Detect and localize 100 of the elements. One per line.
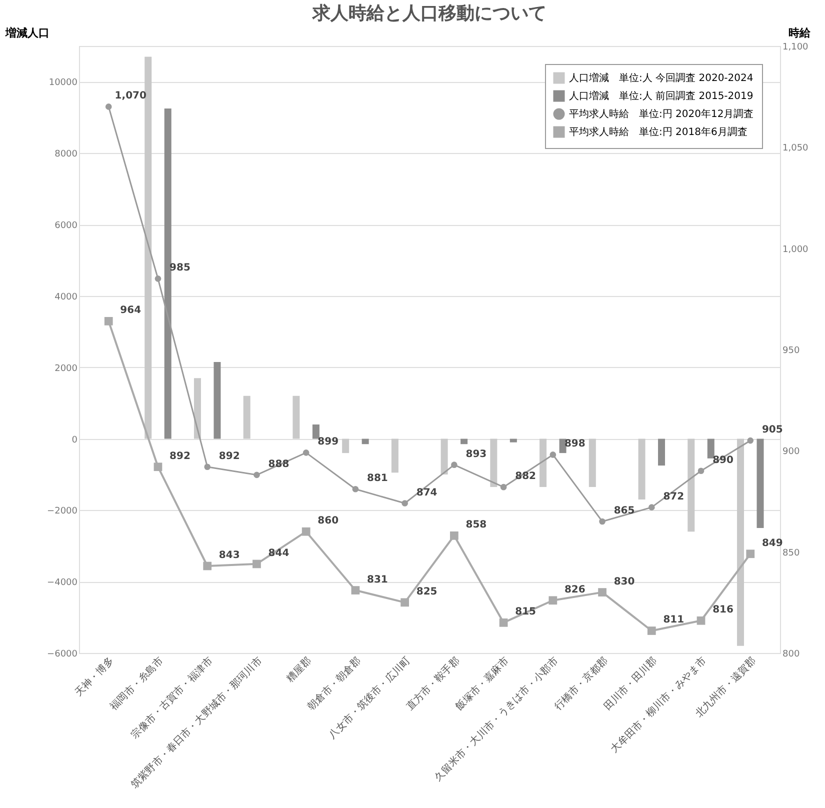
point — [105, 104, 112, 110]
y-axis-title: 増減人口 — [4, 26, 50, 40]
point — [352, 486, 359, 492]
y2-tick-label: 850 — [782, 548, 800, 558]
data-label: 843 — [218, 550, 240, 561]
data-label: 893 — [466, 448, 487, 460]
data-label: 826 — [564, 584, 586, 596]
legend-label: 平均求人時給 単位:円 2020年12月調査 — [569, 108, 754, 120]
y-tick-label: 6000 — [54, 221, 78, 232]
bar — [638, 438, 646, 500]
data-label: 860 — [318, 516, 339, 527]
y2-tick-label: 1,050 — [782, 144, 809, 154]
point — [747, 437, 754, 444]
y-tick-label: 4000 — [54, 292, 78, 302]
bar — [540, 438, 547, 487]
data-label: 849 — [762, 538, 783, 549]
data-label: 844 — [268, 548, 290, 559]
bar — [658, 438, 666, 466]
y2-tick-label: 800 — [782, 650, 800, 660]
point — [203, 562, 212, 570]
bar — [440, 438, 448, 474]
bar — [460, 438, 468, 444]
bar — [292, 396, 300, 439]
point — [351, 586, 360, 594]
bar — [312, 424, 320, 439]
data-label: 825 — [416, 586, 438, 598]
chart-title: 求人時給と人口移動について — [312, 3, 546, 24]
y-tick-label: 2000 — [54, 364, 78, 374]
data-label: 882 — [515, 471, 536, 482]
data-label: 865 — [614, 505, 635, 516]
point — [204, 464, 211, 470]
bar — [756, 438, 764, 528]
y-tick-label: 10000 — [48, 78, 78, 88]
data-label: 858 — [466, 520, 487, 531]
y2-tick-label: 1,000 — [782, 244, 809, 255]
point — [400, 598, 409, 607]
bar — [391, 438, 398, 473]
point — [698, 468, 704, 474]
point — [302, 450, 310, 456]
y2-tick-label: 1,100 — [782, 42, 809, 52]
point — [104, 316, 113, 326]
bar — [510, 438, 517, 442]
data-label: 881 — [367, 473, 388, 484]
point — [451, 462, 458, 468]
bar — [688, 438, 695, 532]
bar — [164, 108, 172, 439]
point — [550, 452, 556, 458]
data-label: 1,070 — [114, 90, 146, 102]
data-label: 892 — [170, 450, 190, 462]
legend-label: 人口増減 単位:人 前回調査 2015-2019 — [569, 90, 754, 102]
data-label: 905 — [762, 424, 783, 436]
point — [254, 472, 260, 478]
data-label: 815 — [515, 606, 536, 618]
y2-tick-label: 950 — [782, 346, 800, 356]
bar — [490, 438, 498, 487]
y-tick-label: −2000 — [47, 506, 78, 517]
data-label: 816 — [712, 604, 734, 616]
bar — [588, 438, 596, 487]
y-tick-label: −6000 — [47, 650, 78, 660]
bar — [342, 438, 350, 454]
legend-label: 人口増減 単位:人 今回調査 2020-2024 — [569, 72, 754, 84]
y-tick-label: −4000 — [47, 578, 78, 588]
data-label: 811 — [663, 614, 684, 626]
bar — [194, 378, 201, 439]
bar — [362, 438, 369, 444]
bar — [243, 396, 250, 439]
point — [154, 276, 162, 282]
bar — [214, 362, 221, 439]
point — [154, 462, 162, 472]
point — [648, 504, 655, 510]
point — [599, 518, 606, 525]
data-label: 892 — [218, 450, 240, 462]
point — [696, 616, 706, 625]
point — [598, 588, 606, 596]
y2-tick-label: 900 — [782, 447, 800, 458]
data-label: 872 — [663, 491, 684, 502]
point — [402, 500, 408, 506]
y-tick-label: 8000 — [54, 150, 78, 160]
point — [647, 626, 656, 635]
data-label: 964 — [120, 305, 142, 316]
bar — [707, 438, 714, 458]
data-label: 899 — [318, 436, 339, 448]
point — [746, 550, 755, 558]
data-label: 830 — [614, 576, 635, 588]
point — [499, 618, 508, 627]
y2-axis-title: 時給 — [788, 26, 812, 40]
data-label: 831 — [367, 574, 388, 586]
point — [252, 560, 261, 568]
point — [500, 484, 507, 490]
x-tick-label: 糟屋郡 — [284, 656, 314, 684]
y-tick-label: 0 — [72, 435, 78, 446]
bar — [144, 56, 152, 439]
data-label: 874 — [416, 487, 438, 498]
point — [450, 531, 458, 540]
point — [302, 527, 310, 536]
point — [548, 596, 558, 605]
data-label: 888 — [268, 458, 290, 470]
data-label: 890 — [712, 454, 734, 466]
bar — [737, 438, 744, 646]
legend-label: 平均求人時給 単位:円 2018年6月調査 — [569, 126, 748, 138]
